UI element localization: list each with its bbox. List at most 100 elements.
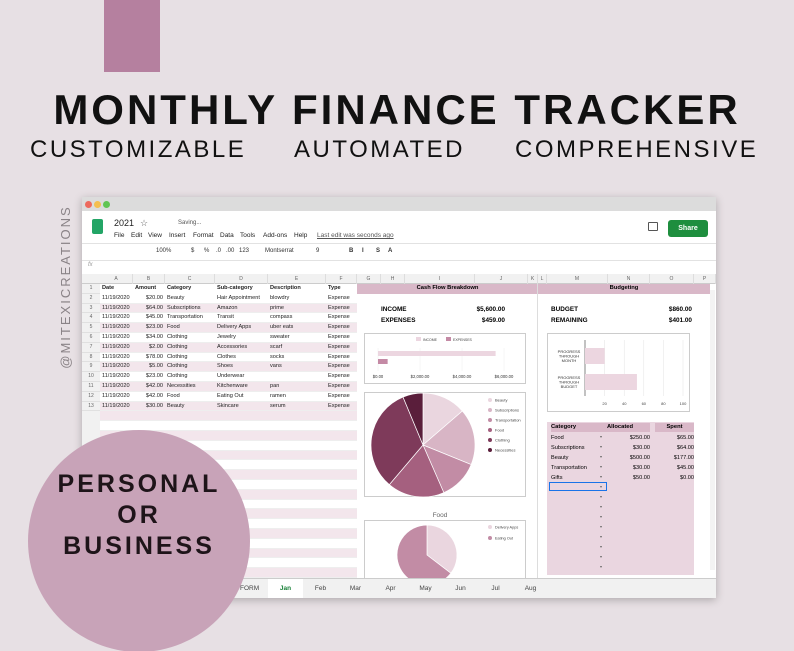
sheet-tab[interactable]: Jan: [268, 579, 303, 598]
table-cell[interactable]: 11/19/2020: [102, 373, 130, 380]
table-row[interactable]: [100, 352, 357, 363]
table-cell[interactable]: $23.00: [145, 324, 163, 331]
budget-table-cell[interactable]: Food: [551, 435, 564, 441]
table-cell[interactable]: ramen: [270, 392, 286, 399]
budget-table-cell[interactable]: $65.00: [676, 435, 694, 441]
sheet-tab[interactable]: May: [419, 585, 432, 592]
comment-button[interactable]: [648, 222, 658, 231]
table-cell[interactable]: 11/19/2020: [102, 334, 130, 340]
budget-table-cell[interactable]: $64.00: [676, 445, 694, 451]
table-cell[interactable]: Expense: [328, 392, 350, 399]
table-cell[interactable]: socks: [270, 353, 285, 360]
table-cell[interactable]: Hair Appointment: [217, 294, 260, 301]
table-row[interactable]: [100, 362, 357, 373]
table-cell[interactable]: 11/19/2020: [102, 392, 130, 399]
table-cell[interactable]: Clothing: [167, 353, 188, 360]
table-cell[interactable]: Clothing: [167, 334, 188, 340]
table-header[interactable]: Date: [102, 285, 115, 291]
table-row[interactable]: [100, 372, 357, 382]
table-cell[interactable]: Eating Out: [217, 392, 244, 399]
table-row[interactable]: [100, 333, 357, 343]
table-cell[interactable]: Amazon: [217, 304, 238, 311]
table-cell[interactable]: 11/19/2020: [102, 353, 130, 360]
table-cell[interactable]: Food: [167, 324, 180, 331]
table-cell[interactable]: Clothes: [217, 353, 236, 360]
table-cell[interactable]: Expense: [328, 334, 350, 340]
menu-item[interactable]: Insert: [169, 232, 186, 239]
sheet-tab[interactable]: Apr: [385, 585, 396, 592]
table-cell[interactable]: 11/19/2020: [102, 294, 130, 301]
table-cell[interactable]: Expense: [328, 373, 350, 380]
sheet-tab[interactable]: Jul: [491, 585, 500, 592]
table-cell[interactable]: 11/19/2020: [102, 402, 130, 409]
table-cell[interactable]: Transit: [217, 314, 234, 321]
table-row[interactable]: [100, 342, 357, 353]
budget-table-cell[interactable]: $45.00: [676, 465, 694, 471]
table-cell[interactable]: $5.00: [149, 363, 163, 370]
menu-item[interactable]: Add-ons: [263, 232, 288, 239]
table-cell[interactable]: $42.00: [145, 392, 163, 399]
table-cell[interactable]: 11/19/2020: [102, 314, 130, 321]
sheet-tab[interactable]: Feb: [314, 585, 327, 592]
table-cell[interactable]: Expense: [328, 314, 350, 321]
budget-table-cell[interactable]: $250.00: [629, 435, 650, 441]
table-cell[interactable]: Necessities: [167, 383, 196, 389]
table-cell[interactable]: Expense: [328, 353, 350, 360]
sheet-tab[interactable]: Jun: [455, 585, 466, 592]
sheet-tab[interactable]: Aug: [524, 585, 537, 592]
table-row[interactable]: [100, 382, 357, 392]
budget-table-header[interactable]: Allocated: [590, 423, 650, 432]
table-cell[interactable]: Expense: [328, 402, 350, 409]
table-cell[interactable]: Expense: [328, 383, 350, 389]
table-cell[interactable]: $30.00: [145, 402, 163, 409]
table-cell[interactable]: blowdry: [270, 294, 290, 301]
menu-item[interactable]: Format: [193, 232, 214, 239]
table-cell[interactable]: Food: [167, 392, 180, 399]
table-cell[interactable]: $34.00: [145, 334, 163, 340]
table-cell[interactable]: Clothing: [167, 373, 188, 380]
table-cell[interactable]: Expense: [328, 294, 350, 301]
table-cell[interactable]: Clothing: [167, 343, 188, 350]
budget-table-cell[interactable]: $30.00: [632, 445, 650, 451]
budget-table-cell[interactable]: Subscriptions: [551, 445, 585, 451]
table-cell[interactable]: $20.00: [145, 294, 163, 301]
menu-item[interactable]: File: [114, 232, 125, 239]
table-cell[interactable]: scarf: [270, 343, 283, 350]
table-cell[interactable]: $64.00: [145, 304, 163, 311]
table-cell[interactable]: 11/19/2020: [102, 304, 130, 311]
table-cell[interactable]: Skincare: [217, 402, 239, 409]
menu-item[interactable]: Data: [220, 232, 234, 239]
table-cell[interactable]: $45.00: [145, 314, 163, 321]
table-cell[interactable]: 11/19/2020: [102, 343, 130, 350]
table-row[interactable]: [100, 323, 357, 333]
budget-table-bg[interactable]: [547, 422, 694, 575]
table-row[interactable]: [100, 303, 357, 314]
table-cell[interactable]: prime: [270, 304, 284, 311]
menu-item[interactable]: Edit: [131, 232, 143, 239]
table-header[interactable]: Sub-category: [217, 285, 253, 291]
budget-table-cell[interactable]: $30.00: [632, 465, 650, 471]
table-cell[interactable]: sweater: [270, 334, 290, 340]
table-header[interactable]: Description: [270, 285, 301, 291]
table-cell[interactable]: Transportation: [167, 314, 203, 321]
table-cell[interactable]: 11/19/2020: [102, 363, 130, 370]
menu-item[interactable]: Help: [294, 232, 308, 239]
table-row[interactable]: [100, 401, 357, 412]
table-cell[interactable]: 11/19/2020: [102, 324, 130, 331]
table-row[interactable]: [100, 313, 357, 324]
budget-table-cell[interactable]: $500.00: [629, 455, 650, 461]
budget-table-cell[interactable]: $177.00: [673, 455, 694, 461]
budget-table-cell[interactable]: $50.00: [632, 475, 650, 481]
menu-item[interactable]: Tools: [240, 232, 256, 239]
table-cell[interactable]: serum: [270, 402, 286, 409]
table-cell[interactable]: $23.00: [145, 373, 163, 380]
table-row[interactable]: [100, 391, 357, 402]
table-cell[interactable]: Kitchenware: [217, 383, 248, 389]
table-cell[interactable]: Underwear: [217, 373, 245, 380]
table-cell[interactable]: Clothing: [167, 363, 188, 370]
table-cell[interactable]: $42.00: [145, 383, 163, 389]
table-cell[interactable]: Expense: [328, 343, 350, 350]
table-header[interactable]: Amount: [135, 285, 157, 291]
budget-table-cell[interactable]: $0.00: [680, 475, 694, 481]
table-cell[interactable]: Expense: [328, 363, 350, 370]
